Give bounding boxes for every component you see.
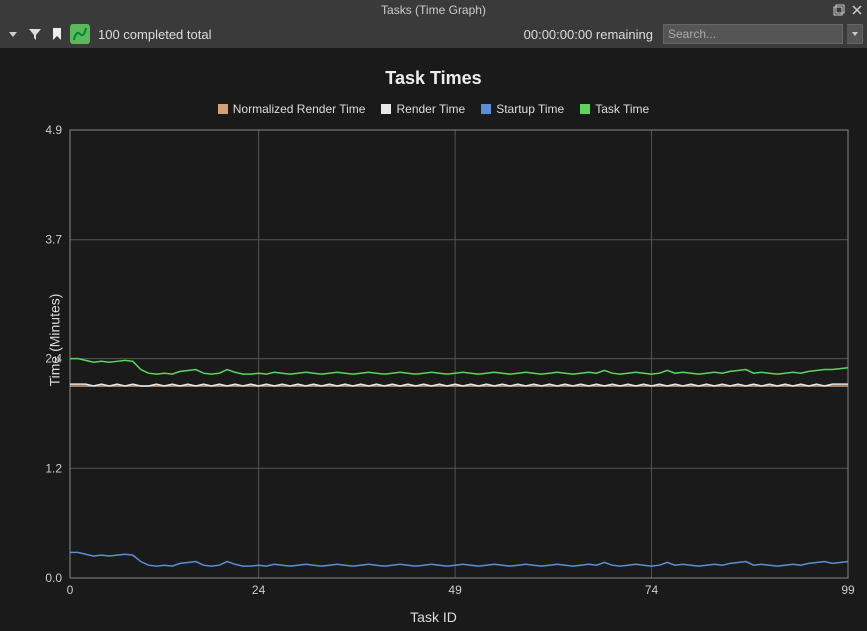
svg-text:2.4: 2.4 (45, 352, 62, 366)
titlebar: Tasks (Time Graph) (0, 0, 867, 20)
svg-text:4.9: 4.9 (45, 123, 62, 137)
svg-text:24: 24 (252, 583, 266, 597)
chart-plot: 0 24 49 74 99 0.0 1.2 2.4 3.7 4.9 (0, 48, 867, 631)
svg-text:0: 0 (67, 583, 74, 597)
restore-window-icon[interactable] (831, 3, 847, 17)
app-logo-icon (70, 24, 90, 44)
toolbar: 100 completed total 00:00:00:00 remainin… (0, 20, 867, 48)
search-input[interactable] (663, 24, 843, 44)
dropdown-menu-icon[interactable] (4, 25, 22, 43)
svg-text:0.0: 0.0 (45, 571, 62, 585)
bookmark-icon[interactable] (48, 25, 66, 43)
close-window-icon[interactable] (849, 3, 865, 17)
completed-count-label: 100 completed total (98, 27, 211, 42)
filter-icon[interactable] (26, 25, 44, 43)
window-title: Tasks (Time Graph) (381, 3, 486, 17)
chart-area: Task Times Normalized Render Time Render… (0, 48, 867, 631)
svg-text:1.2: 1.2 (45, 461, 62, 475)
remaining-time-label: 00:00:00:00 remaining (524, 27, 653, 42)
svg-text:49: 49 (448, 583, 462, 597)
svg-text:3.7: 3.7 (45, 233, 62, 247)
svg-text:74: 74 (645, 583, 659, 597)
search-dropdown-icon[interactable] (847, 24, 863, 44)
svg-text:99: 99 (841, 583, 855, 597)
